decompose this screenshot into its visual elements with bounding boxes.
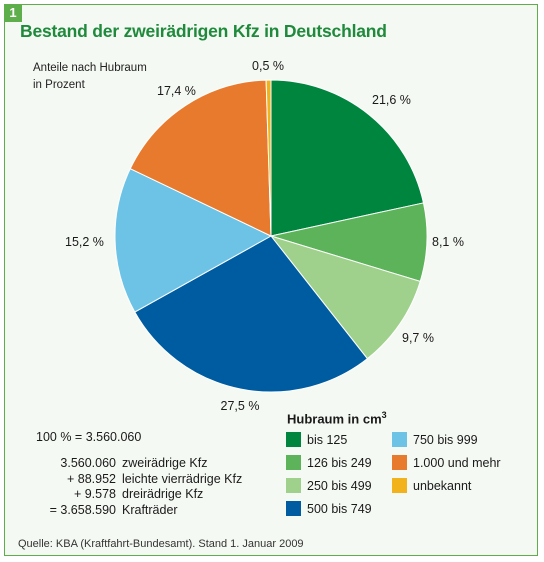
legend-label: 500 bis 749: [307, 502, 372, 516]
slice-label: 27,5 %: [221, 399, 260, 413]
legend-label: 750 bis 999: [413, 433, 478, 447]
legend-item: 1.000 und mehr: [392, 454, 501, 472]
legend-swatch: [392, 432, 407, 447]
legend-label: 126 bis 249: [307, 456, 372, 470]
calc-text: dreirädrige Kfz: [122, 487, 204, 501]
chart-subtitle: Anteile nach Hubraum in Prozent: [33, 60, 183, 94]
legend-swatch: [392, 478, 407, 493]
legend-title: Hubraum in cm3: [287, 410, 387, 426]
legend-swatch: [286, 478, 301, 493]
slice-label: 21,6 %: [372, 93, 411, 107]
legend-item: 126 bis 249: [286, 454, 372, 472]
slice-label: 0,5 %: [252, 59, 284, 73]
total-line: 100 % = 3.560.060: [36, 430, 142, 444]
slice-label: 9,7 %: [402, 331, 434, 345]
legend-label: unbekannt: [413, 479, 472, 493]
legend-item: 750 bis 999: [392, 431, 478, 449]
slice-label: 15,2 %: [65, 235, 104, 249]
pie-slice-250-bis-499: [269, 235, 421, 360]
legend-item: 250 bis 499: [286, 477, 372, 495]
legend-swatch: [286, 501, 301, 516]
legend-title-superscript: 3: [381, 410, 387, 420]
legend-label: 1.000 und mehr: [413, 456, 501, 470]
chart-title: Bestand der zweirädrigen Kfz in Deutschl…: [20, 21, 387, 41]
calc-text: Krafträder: [122, 502, 178, 517]
legend-title-text: Hubraum in cm: [287, 411, 382, 427]
calc-number: + 88.952: [66, 471, 116, 486]
pie-labels: 21,6 % 8,1 % 9,7 % 27,5 % 15,2 % 17,4 % 0,5 %: [65, 59, 464, 413]
legend-swatch: [286, 432, 301, 447]
calc-number: + 9.578: [73, 487, 116, 501]
legend-swatch: [392, 455, 407, 470]
legend-label: bis 125: [307, 433, 348, 447]
calc-number: 3.560.060: [60, 456, 116, 470]
pie-slice-750-bis-999: [114, 168, 273, 313]
figure-number-badge: 1: [4, 4, 22, 22]
pie-slice-1-000-und-mehr: [129, 79, 272, 237]
subtitle-line-2: in Prozent: [33, 79, 85, 91]
pie-slice-500-bis-749: [134, 235, 369, 393]
legend-item: 500 bis 749: [286, 500, 372, 518]
legend: bis 125 126 bis 249 250 bis 499 500 bis 749…: [286, 431, 536, 521]
legend-swatch: [286, 455, 301, 470]
pie-slice-unbekannt: [265, 79, 272, 237]
slice-label: 8,1 %: [432, 235, 464, 249]
pie-slice-bis-125: [270, 79, 425, 237]
legend-item: unbekannt: [392, 477, 471, 495]
calc-text: zweirädrige Kfz: [122, 456, 208, 470]
subtitle-line-1: Anteile nach Hubraum: [33, 62, 147, 74]
calc-number: = 3.658.590: [49, 502, 116, 517]
slice-label: 17,4 %: [157, 84, 196, 98]
legend-item: bis 125: [286, 431, 347, 449]
calc-text: leichte vierrädrige Kfz: [122, 471, 243, 486]
source-note: Quelle: KBA (Kraftfahrt-Bundesamt). Stan…: [18, 538, 304, 550]
legend-label: 250 bis 499: [307, 479, 372, 493]
pie-slices: [114, 79, 428, 393]
